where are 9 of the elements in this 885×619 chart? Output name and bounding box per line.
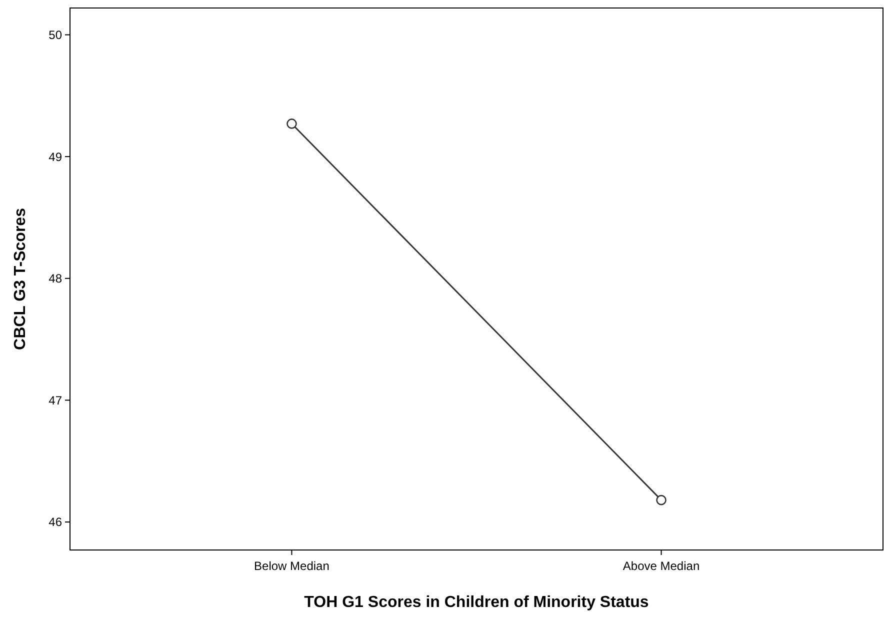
y-tick-label: 49 [48,150,62,164]
y-tick-label: 50 [48,28,62,42]
y-tick-label: 47 [48,393,62,408]
y-tick-label: 48 [48,272,62,286]
y-axis-title: CBCL G3 T-Scores [12,208,29,350]
x-tick-label: Below Median [254,559,330,573]
x-axis-title: TOH G1 Scores in Children of Minority Status [304,594,649,611]
x-tick-label: Above Median [622,559,700,573]
y-tick-label: 46 [48,515,62,530]
